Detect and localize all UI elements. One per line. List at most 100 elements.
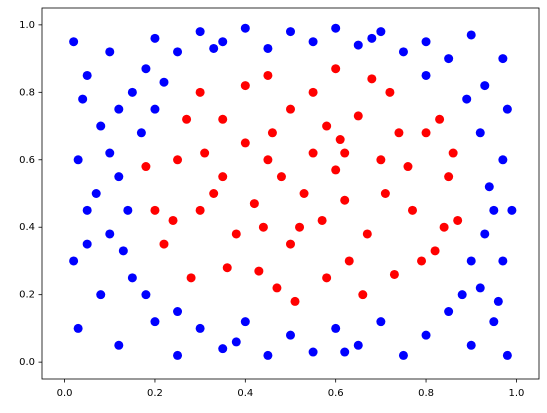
x-tick-label: 0.6 — [328, 388, 344, 399]
point — [331, 23, 341, 33]
point — [308, 148, 318, 158]
point — [498, 54, 508, 64]
point — [353, 340, 363, 350]
point — [267, 128, 277, 138]
axes-frame — [41, 7, 540, 380]
point — [367, 74, 377, 84]
point — [218, 172, 228, 182]
x-tick-label: 0.8 — [418, 388, 434, 399]
point — [141, 290, 151, 300]
point — [489, 205, 499, 215]
point — [340, 347, 350, 357]
point — [240, 23, 250, 33]
point — [457, 290, 467, 300]
point — [358, 290, 368, 300]
point — [308, 347, 318, 357]
point — [96, 290, 106, 300]
point — [286, 330, 295, 340]
point — [462, 94, 472, 104]
point — [127, 273, 137, 283]
point — [127, 87, 137, 97]
point — [173, 350, 183, 360]
point — [69, 37, 79, 47]
point — [231, 229, 241, 239]
point — [240, 138, 250, 148]
point — [240, 317, 250, 327]
point — [340, 195, 350, 205]
point — [507, 205, 517, 215]
point — [141, 64, 151, 74]
point — [150, 317, 160, 327]
point — [150, 33, 160, 43]
point — [421, 330, 431, 340]
point — [258, 222, 268, 232]
point — [439, 222, 449, 232]
point — [159, 239, 169, 249]
point — [417, 256, 427, 266]
point — [453, 215, 463, 225]
point — [136, 128, 146, 138]
point — [480, 81, 490, 91]
point — [394, 128, 404, 138]
y-tick-label: 0.6 — [19, 155, 35, 166]
point — [403, 162, 413, 172]
point — [69, 256, 79, 266]
point — [114, 104, 124, 114]
point — [466, 30, 476, 40]
point — [123, 205, 133, 215]
point — [335, 135, 345, 145]
point — [218, 37, 228, 47]
y-tick-label: 0.0 — [19, 357, 35, 368]
point — [498, 256, 508, 266]
point — [322, 273, 332, 283]
point — [118, 246, 128, 256]
point — [263, 155, 273, 165]
point — [286, 104, 295, 114]
point — [344, 256, 354, 266]
point — [286, 27, 295, 37]
point — [448, 148, 458, 158]
point — [484, 182, 494, 192]
point — [407, 205, 417, 215]
point — [398, 350, 408, 360]
point — [421, 37, 431, 47]
point — [475, 128, 485, 138]
point — [105, 229, 115, 239]
point — [173, 47, 183, 57]
point — [435, 114, 445, 124]
point — [466, 340, 476, 350]
point — [195, 323, 205, 333]
point — [209, 43, 219, 53]
point — [218, 344, 228, 354]
point — [444, 307, 454, 317]
point — [502, 104, 512, 114]
point — [222, 263, 232, 273]
x-tick-label: 0.2 — [147, 388, 163, 399]
point — [218, 114, 228, 124]
x-tick-label: 0.4 — [237, 388, 253, 399]
y-tick-label: 0.4 — [19, 222, 35, 233]
point — [308, 87, 318, 97]
point — [96, 121, 106, 131]
point — [195, 87, 205, 97]
point — [91, 189, 101, 198]
point — [114, 340, 124, 350]
y-tick-label: 1.0 — [19, 20, 35, 31]
y-tick-label: 0.2 — [19, 290, 35, 301]
point — [150, 205, 160, 215]
point — [362, 229, 372, 239]
point — [105, 148, 115, 158]
point — [444, 54, 454, 64]
point — [82, 205, 92, 215]
point — [444, 172, 454, 182]
point — [430, 246, 440, 256]
point — [398, 47, 408, 57]
point — [376, 27, 386, 37]
point — [340, 148, 350, 158]
point — [466, 256, 476, 266]
point — [421, 70, 431, 80]
point — [498, 155, 508, 165]
point — [150, 104, 160, 114]
point — [159, 77, 169, 87]
